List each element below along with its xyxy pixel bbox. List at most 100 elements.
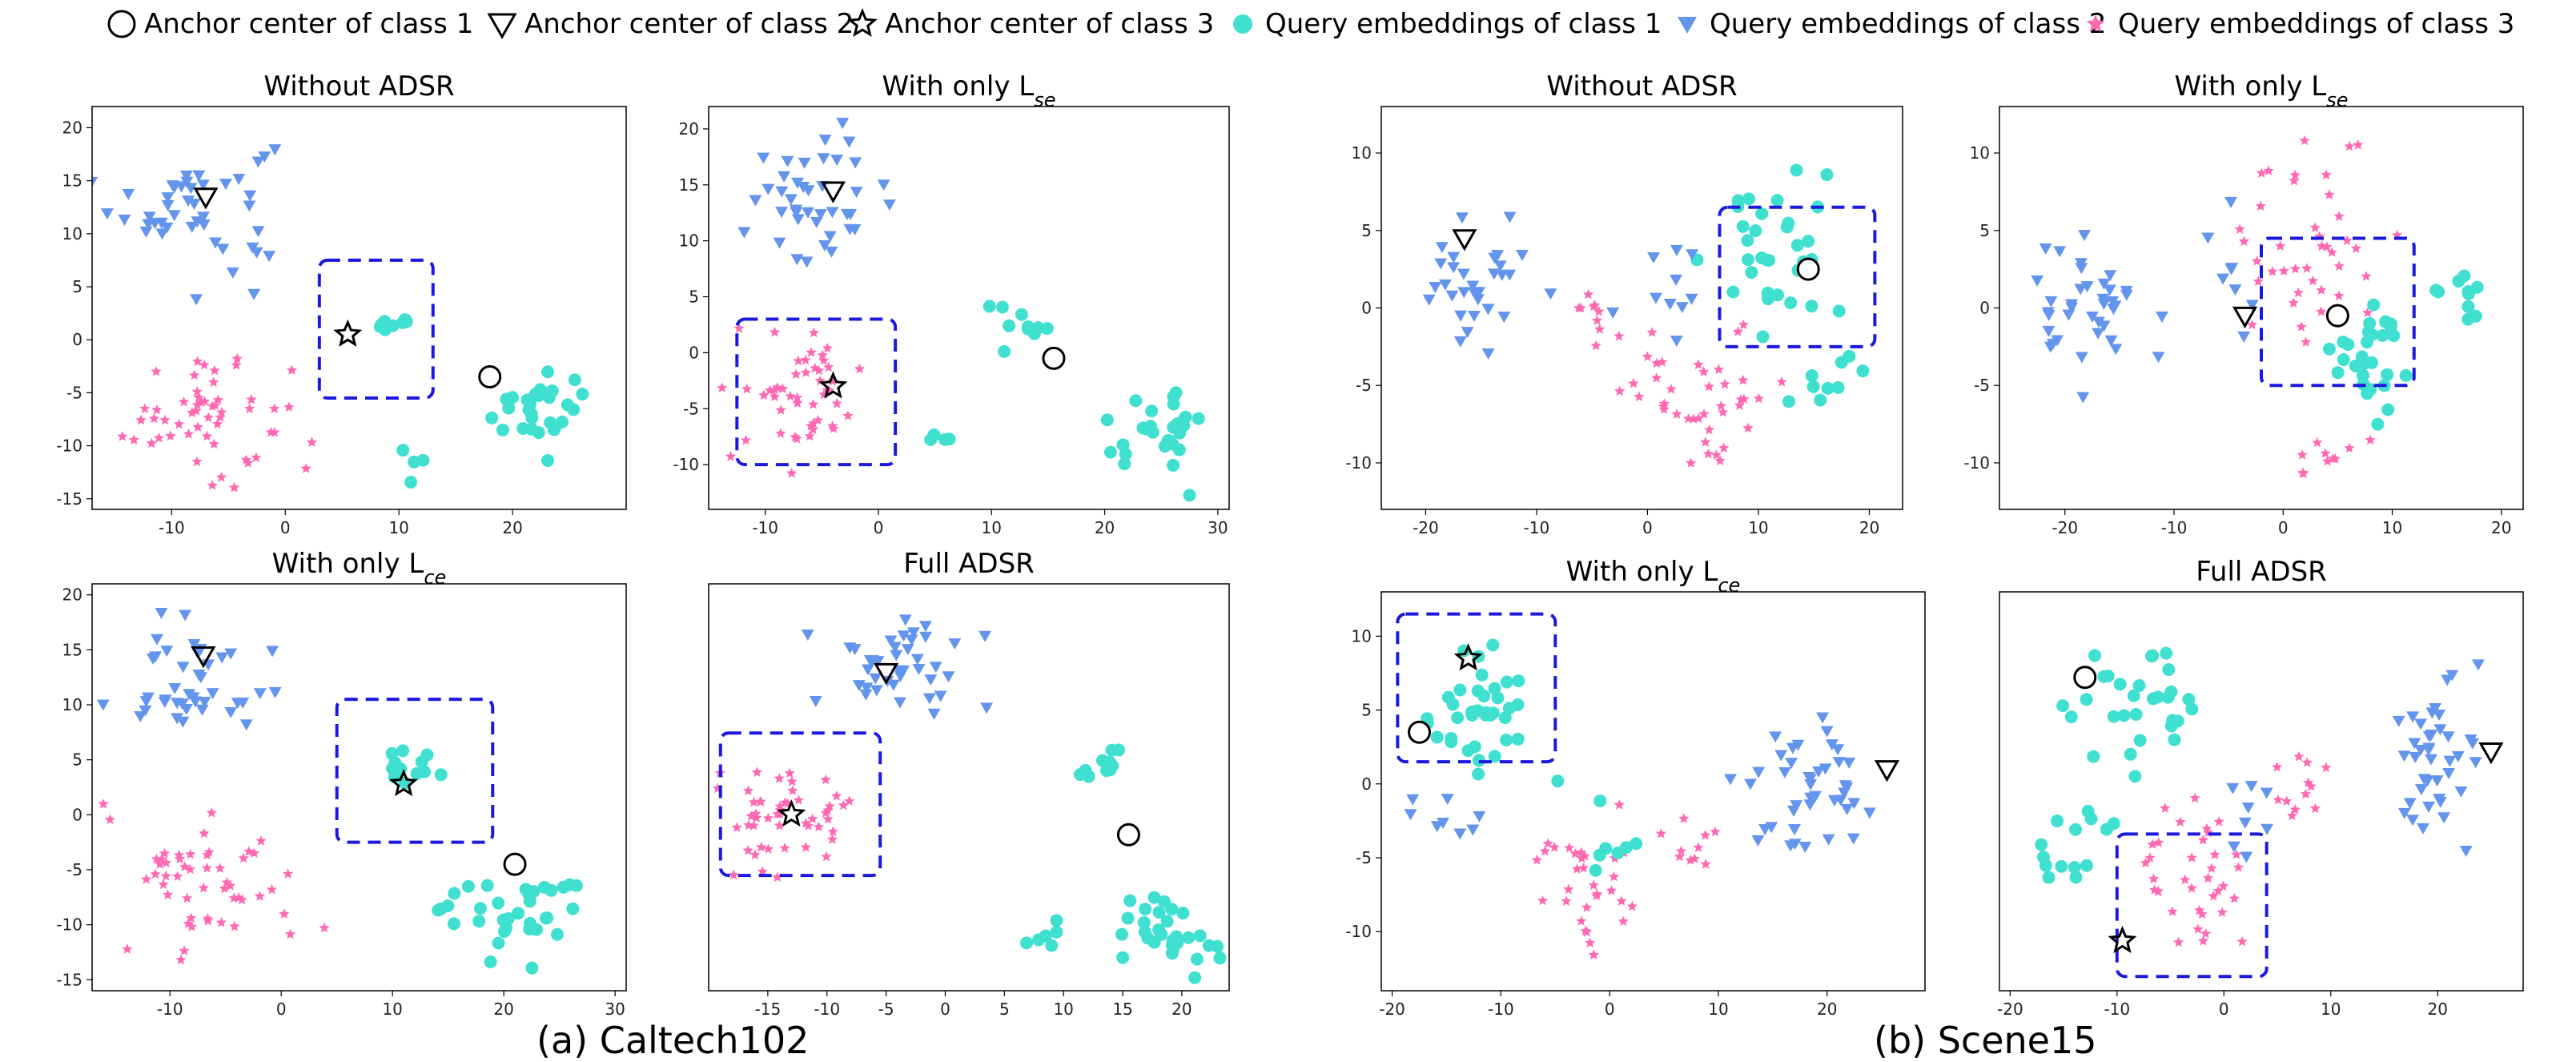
- data-point-class-2: [160, 646, 174, 658]
- data-point-class-1: [2376, 328, 2389, 342]
- data-point-class-3: [1537, 895, 1549, 906]
- data-point-class-2: [2406, 711, 2420, 723]
- data-point-class-1: [2088, 649, 2101, 662]
- data-point-class-3: [306, 436, 318, 447]
- data-point-class-3: [2238, 235, 2249, 247]
- data-point-class-3: [2350, 243, 2361, 253]
- panel-title: With only Lse: [2175, 70, 2349, 111]
- data-point-class-3: [1689, 853, 1700, 864]
- data-point-class-3: [265, 426, 276, 437]
- data-point-class-3: [1578, 862, 1589, 873]
- data-point-class-2: [1493, 260, 1507, 272]
- data-point-class-3: [286, 364, 298, 375]
- data-point-class-2: [1457, 268, 1470, 280]
- legend-item: Anchor center of class 3: [845, 5, 1214, 43]
- data-point-class-3: [2202, 872, 2214, 883]
- data-point-class-1: [448, 887, 461, 900]
- x-tick-label: 30: [1208, 518, 1228, 537]
- scatter-panel: Without ADSR -10 0 10 20 -15 -10 -5 0 5 10 15 20: [56, 70, 627, 537]
- data-point-class-2: [196, 211, 210, 223]
- data-point-class-1: [2381, 403, 2395, 416]
- data-point-class-3: [187, 407, 198, 418]
- data-point-class-2: [870, 685, 883, 697]
- data-point-class-3: [179, 861, 191, 871]
- data-point-class-1: [1182, 931, 1196, 944]
- plot-area: [92, 144, 589, 493]
- data-point-class-1: [1761, 286, 1774, 300]
- data-point-class-2: [836, 118, 850, 130]
- data-point-class-2: [1670, 244, 1683, 256]
- data-point-class-2: [2441, 731, 2455, 743]
- y-tick-label: 0: [1979, 299, 1990, 318]
- plot-area: [1396, 612, 1900, 959]
- panel-title-text: With only L: [2175, 70, 2327, 103]
- data-point-class-2: [897, 630, 910, 642]
- data-point-class-3: [1655, 828, 1666, 839]
- data-point-class-1: [1611, 846, 1625, 859]
- data-point-class-3: [757, 866, 768, 876]
- data-point-class-1: [2185, 702, 2199, 716]
- data-point-class-2: [1430, 821, 1444, 833]
- data-point-class-2: [2103, 284, 2116, 296]
- data-point-class-1: [2124, 747, 2137, 761]
- data-point-class-1: [2107, 710, 2120, 723]
- triangle-open-icon: [487, 13, 517, 40]
- data-point-class-3: [838, 799, 849, 811]
- data-point-class-1: [1121, 911, 1135, 925]
- panel-title-subscript: se: [1034, 89, 1055, 111]
- data-point-class-2: [1436, 817, 1449, 829]
- data-point-class-3: [2299, 135, 2310, 146]
- data-point-class-3: [183, 428, 195, 439]
- data-point-class-2: [1791, 739, 1805, 751]
- legend-label: Query embeddings of class 1: [1265, 8, 1662, 40]
- plot-area: [2031, 135, 2484, 479]
- data-point-class-2: [781, 155, 794, 167]
- data-point-class-2: [2224, 196, 2238, 208]
- y-tick-label: -5: [683, 399, 699, 418]
- anchor-center-class-1: [2073, 666, 2097, 690]
- data-point-class-2: [798, 157, 811, 169]
- anchor-center-class-2: [1874, 760, 1900, 782]
- data-point-class-1: [2042, 871, 2056, 884]
- anchor-center-class-2: [874, 662, 899, 686]
- data-point-class-2: [215, 652, 229, 664]
- data-point-class-3: [215, 917, 227, 927]
- data-point-class-2: [2397, 807, 2411, 819]
- data-point-class-1: [1805, 369, 1818, 383]
- caption-caltech102: (a) Caltech102: [536, 1019, 810, 1062]
- data-point-class-3: [159, 414, 171, 425]
- data-point-class-1: [532, 388, 545, 402]
- data-point-class-2: [268, 686, 282, 698]
- data-point-class-1: [2069, 871, 2083, 884]
- data-point-class-3: [2293, 750, 2305, 762]
- data-point-class-2: [2437, 812, 2451, 824]
- highlight-box: [335, 698, 495, 844]
- highlight-box: [317, 258, 435, 400]
- axes-frame: [1380, 106, 1903, 510]
- data-point-class-2: [187, 692, 200, 704]
- data-point-class-3: [1531, 854, 1543, 865]
- data-point-class-3: [733, 323, 745, 333]
- data-point-class-3: [191, 386, 203, 396]
- y-tick-label: 5: [689, 288, 699, 307]
- data-point-class-3: [150, 868, 161, 879]
- data-point-class-1: [1453, 683, 1467, 697]
- data-point-class-1: [2035, 838, 2048, 851]
- data-point-class-3: [1593, 306, 1605, 316]
- data-point-class-1: [1756, 330, 1770, 344]
- data-point-class-3: [1698, 366, 1710, 376]
- data-point-class-2: [2245, 300, 2259, 312]
- data-point-class-2: [155, 228, 169, 240]
- data-point-class-3: [742, 845, 754, 855]
- data-point-class-1: [557, 880, 570, 894]
- data-point-class-1: [1856, 364, 1870, 378]
- data-point-class-3: [1618, 915, 1629, 927]
- data-point-class-2: [243, 200, 256, 212]
- data-point-class-3: [764, 384, 775, 396]
- highlight-box: [2115, 832, 2269, 979]
- data-point-class-1: [2080, 859, 2093, 872]
- data-point-class-3: [1693, 359, 1704, 369]
- data-point-class-3: [160, 857, 172, 868]
- data-point-class-1: [1157, 895, 1171, 908]
- data-point-class-1: [2132, 679, 2146, 693]
